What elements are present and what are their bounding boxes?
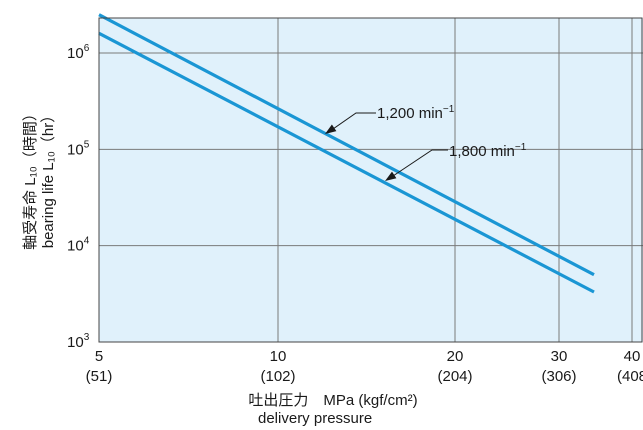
x-tick-label: 30 — [551, 348, 568, 365]
x-tick-label: 10 — [270, 348, 287, 365]
y-tick-labels: 103 104 105 106 — [67, 43, 90, 351]
annotation-arrowhead — [385, 171, 397, 181]
x-tick-sublabel: (306) — [541, 368, 576, 385]
x-tick-sublabel: (102) — [260, 368, 295, 385]
annotations: 1,200 min−1 1,800 min−1 — [325, 104, 527, 181]
x-tick-sublabel: (51) — [86, 368, 113, 385]
plot-border — [98, 17, 643, 343]
annotation-leader — [332, 112, 376, 130]
series-line — [98, 31, 595, 294]
series-label: 1,200 min−1 — [377, 104, 455, 122]
x-tick-label: 20 — [447, 348, 464, 365]
y-axis-label: 軸受寿命 L₁₀（時間） — [21, 106, 39, 250]
y-tick-label: 106 — [67, 43, 90, 62]
series-lines — [98, 13, 595, 294]
series-label: 1,800 min−1 — [449, 142, 527, 160]
annotation-arrowhead — [325, 124, 337, 134]
plot-background — [99, 18, 643, 342]
x-tick-label: 40 — [624, 348, 641, 365]
grid-lines — [99, 18, 643, 342]
x-tick-labels: 5 (51) 10 (102) 20 (204) 30 (306) 40 (408 — [86, 348, 643, 385]
x-tick-sublabel: (408 — [617, 368, 643, 385]
y-tick-label: 105 — [67, 139, 90, 158]
annotation-leader — [392, 149, 448, 177]
y-axis-label-english: bearing life L₁₀（hr） — [40, 108, 57, 249]
y-tick-label: 103 — [67, 332, 90, 351]
x-tick-sublabel: (204) — [437, 368, 472, 385]
x-axis-label-english: delivery pressure — [258, 410, 372, 427]
x-tick-label: 5 — [95, 348, 103, 365]
x-axis-label: 吐出圧力 MPa (kgf/cm²) — [248, 392, 417, 409]
y-tick-label: 104 — [67, 236, 90, 255]
series-line — [98, 13, 595, 277]
